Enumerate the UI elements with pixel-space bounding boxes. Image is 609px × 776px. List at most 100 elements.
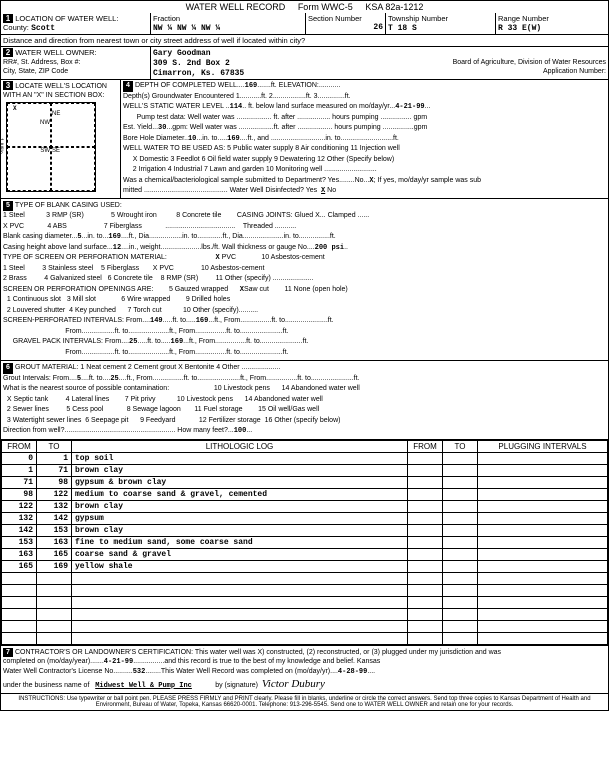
log-row	[2, 572, 608, 584]
yield-rest: gpm: Well water was ..................ft…	[172, 124, 427, 131]
yield-val: 30	[158, 124, 166, 132]
bore-val: 10	[188, 135, 196, 143]
s5-sr2: 2 Brass 4 Galvanized steel 6 Concrete ti…	[3, 275, 314, 282]
instructions: INSTRUCTIONS: Use typewriter or ball poi…	[1, 693, 608, 710]
log-header-to2: TO	[443, 440, 478, 452]
ksa-ref: KSA 82a-1212	[365, 2, 423, 12]
s5-label: TYPE OF BLANK CASING USED:	[15, 202, 122, 209]
c3: 3 Watertight sewer lines 6 Seepage pit 9…	[7, 417, 341, 424]
swl-rest: ft. below land surface measured on mo/da…	[248, 103, 389, 110]
log-row: 01top soil	[2, 452, 608, 464]
ft-label: ft.	[271, 82, 277, 89]
gp-to: ft. to	[147, 338, 161, 345]
rec-text: This Water Well Record was completed on …	[161, 668, 330, 675]
disinfect: Water Well Disinfected? Yes	[230, 187, 318, 194]
section-value: 26	[308, 23, 383, 32]
sp-from: 149	[150, 317, 163, 325]
rec-date: 4-28-99	[338, 668, 367, 676]
bc-rest: ft., Dia.................in. to.........…	[129, 233, 336, 240]
title-text: WATER WELL RECORD	[186, 2, 286, 12]
log-row: 122132brown clay	[2, 500, 608, 512]
swl-date: 4-21-99	[395, 103, 424, 111]
log-row: 7198gypsum & brown clay	[2, 476, 608, 488]
by-label: by (signature)	[215, 682, 258, 689]
water-well-record-form: WATER WELL RECORD Form WWC-5 KSA 82a-121…	[0, 0, 609, 711]
box-se: SE	[52, 148, 60, 154]
log-row	[2, 608, 608, 620]
box-sw: SW	[40, 148, 50, 154]
gw-vals: 1...........ft. 2.................ft. 3.…	[236, 93, 351, 100]
gi-from: 5	[77, 375, 81, 383]
lic-label: Water Well Contractor's License No.	[3, 668, 115, 675]
sp-rest: ft., From................ft. to.........…	[214, 317, 333, 324]
chem-rest: ; If yes, mo/day/yr sample was sub	[374, 177, 481, 184]
dis-no: No	[325, 187, 336, 194]
feet-label: How many feet?	[177, 427, 228, 434]
bore-label: Bore Hole Diameter	[123, 135, 184, 142]
log-row: 163165coarse sand & gravel	[2, 548, 608, 560]
pump-label: Pump test data: Well water was .........…	[137, 114, 427, 121]
box-nw: NW	[40, 120, 50, 126]
log-row: 98122medium to coarse sand & gravel, cem…	[2, 488, 608, 500]
log-row	[2, 584, 608, 596]
use-label: WELL WATER TO BE USED AS:	[123, 145, 225, 152]
section-3-num: 3	[3, 81, 13, 90]
uses: 5 Public water supply 8 Air conditioning…	[225, 145, 400, 152]
cert2: completed on (mo/day/year)	[3, 658, 90, 665]
mitted: mitted .................................…	[123, 187, 228, 194]
log-row: 165169yellow shale	[2, 560, 608, 572]
section-5: 5 TYPE OF BLANK CASING USED: 1 Steel 3 R…	[1, 199, 608, 362]
addr-label: RR#, St. Address, Box #:	[3, 59, 80, 66]
section-1: 1 LOCATION OF WATER WELL: County: Scott …	[1, 13, 608, 35]
gp-label: GRAVEL PACK INTERVALS: From	[13, 338, 122, 345]
gi-label: Grout Intervals: From	[3, 375, 69, 382]
city-label: City, State, ZIP Code	[3, 68, 68, 75]
cert-date: 4-21-99	[104, 658, 133, 666]
open-label: SCREEN OR PERFORATION OPENINGS ARE:	[3, 286, 153, 293]
ch-rest: in., weight.....................lbs./ft.…	[129, 244, 309, 251]
cert3: and this record is true to the best of m…	[164, 658, 380, 665]
log-row: 132142gypsum	[2, 512, 608, 524]
s1-label: LOCATION OF WATER WELL:	[15, 14, 118, 23]
bore-to: in. to	[202, 135, 217, 142]
sp2: From.................ft. to.............…	[3, 328, 289, 335]
dir-label: Direction from well?	[3, 427, 64, 434]
lic-val: 532	[133, 668, 146, 676]
log-row	[2, 596, 608, 608]
log-header-lith: LITHOLOGIC LOG	[72, 440, 408, 452]
form-number: Form WWC-5	[298, 2, 353, 12]
sp-to-v: 169	[196, 317, 209, 325]
s5-row3: X PVC 4 ABS 7 Fiberglass ...............…	[3, 223, 296, 230]
owner-addr: 309 S. 2nd Box 2	[153, 59, 230, 68]
cert1: CONTRACTOR'S OR LANDOWNER'S CERTIFICATIO…	[15, 649, 501, 656]
section-label: Section Number	[308, 14, 362, 23]
sp-label: SCREEN-PERFORATED INTERVALS: From	[3, 317, 142, 324]
app-label: Application Number:	[543, 68, 606, 75]
distance-label: Distance and direction from nearest town…	[1, 35, 608, 46]
section-4-num: 4	[123, 81, 133, 92]
lithologic-log-table: FROM TO LITHOLOGIC LOG FROM TO PLUGGING …	[1, 440, 608, 645]
log-header-from2: FROM	[408, 440, 443, 452]
gp-to-v: 169	[171, 338, 184, 346]
log-header-from: FROM	[2, 440, 37, 452]
bc-label: Blank casing diameter	[3, 233, 71, 240]
sp-to: ft. to	[172, 317, 186, 324]
owner-city: Cimarron, Ks. 67835	[153, 69, 244, 78]
gw-label: Depth(s) Groundwater Encountered	[123, 93, 234, 100]
gp2: From.................ft. to.............…	[3, 349, 289, 356]
owner-name: Gary Goodman	[153, 49, 211, 58]
log-row: 142153brown clay	[2, 524, 608, 536]
swl-val: 114	[230, 103, 243, 111]
section-6: 6 GROUT MATERIAL: 1 Neat cement 2 Cement…	[1, 361, 608, 440]
bc-val: 5	[77, 233, 81, 241]
board-text: Board of Agriculture, Division of Water …	[453, 59, 606, 66]
county-value: Scott	[31, 24, 55, 33]
township-label: Township Number	[388, 14, 448, 23]
ch-val: 12	[113, 244, 121, 252]
log-row: 171brown clay	[2, 464, 608, 476]
elev-label: ELEVATION:	[279, 82, 319, 89]
feet-val: 100	[234, 427, 247, 435]
bore-rest: ft., and ............................in.…	[248, 135, 399, 142]
section-5-num: 5	[3, 201, 13, 212]
screen-label: TYPE OF SCREEN OR PERFORATION MATERIAL:	[3, 254, 167, 261]
